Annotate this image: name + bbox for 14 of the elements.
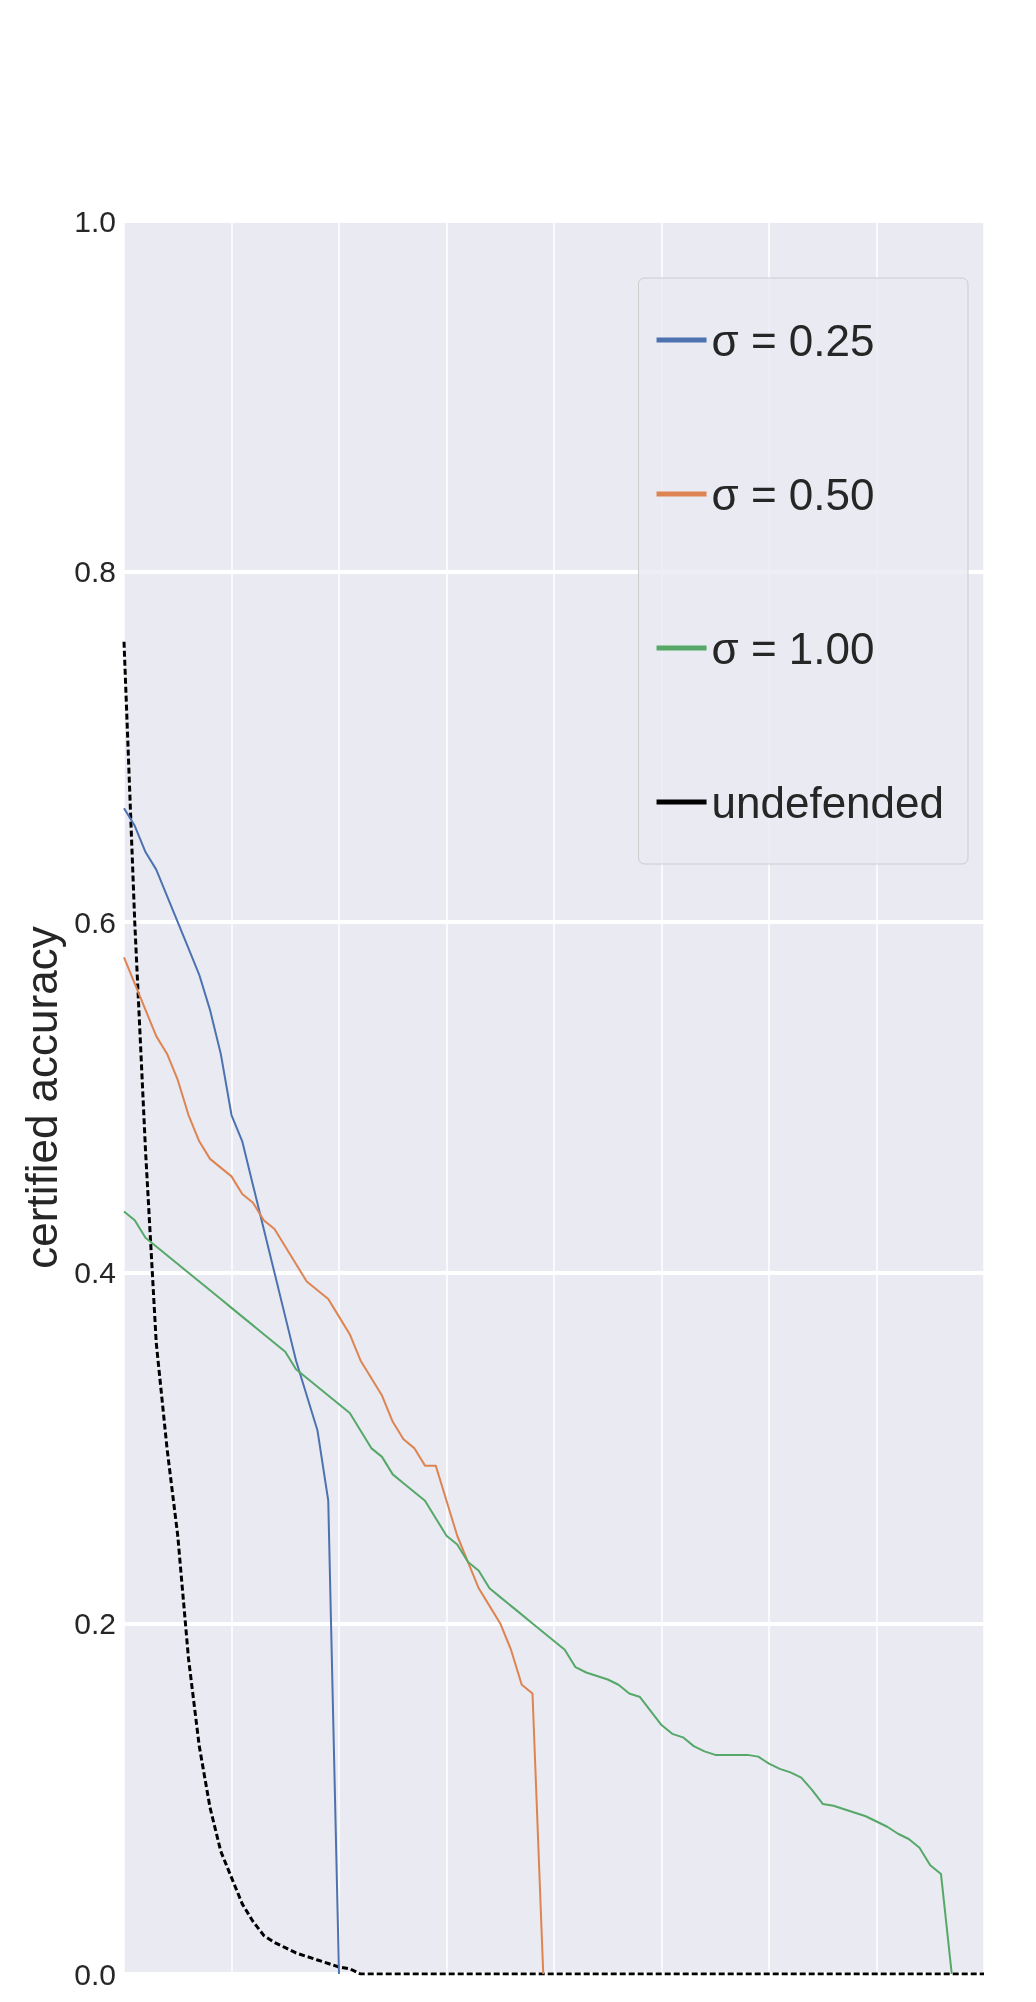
y-tick-label: 0.4 — [74, 1256, 116, 1290]
legend-label: σ = 0.25 — [711, 315, 875, 365]
y-axis-title: certified accuracy — [16, 926, 66, 1269]
y-tick-label: 0.2 — [74, 1606, 116, 1640]
legend-label: undefended — [711, 777, 945, 827]
y-tick-label: 0.8 — [74, 555, 116, 589]
line-series — [123, 1210, 953, 1975]
legend-label: σ = 1.00 — [711, 623, 875, 673]
legend-label: σ = 0.50 — [711, 469, 875, 519]
y-tick-label: 0.0 — [74, 1957, 116, 1991]
line-series — [123, 956, 545, 1975]
y-tick-label: 1.0 — [74, 204, 116, 238]
line-series — [123, 807, 340, 1975]
y-tick-label: 0.6 — [74, 905, 116, 939]
